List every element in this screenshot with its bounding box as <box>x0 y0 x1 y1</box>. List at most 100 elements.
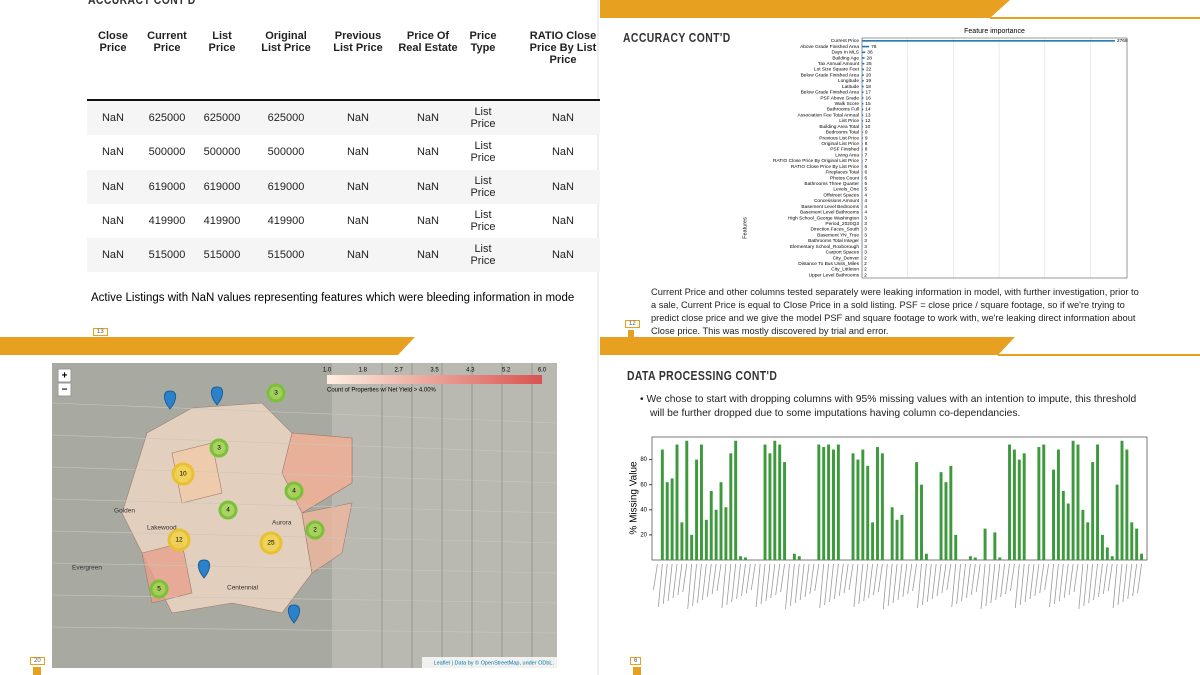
bar <box>1061 490 1065 560</box>
table-cell: NaN <box>416 146 439 159</box>
marker[interactable] <box>287 604 301 624</box>
cluster[interactable] <box>209 438 229 458</box>
cluster[interactable] <box>218 500 238 520</box>
x-tick-label-smudge <box>677 563 683 596</box>
table-row-bg <box>87 238 600 273</box>
x-tick-label-smudge <box>921 563 927 606</box>
cluster[interactable] <box>167 528 191 552</box>
marker[interactable] <box>197 559 211 579</box>
zoom-button[interactable] <box>57 382 72 397</box>
bar <box>768 453 772 560</box>
cluster[interactable] <box>266 383 286 403</box>
x-tick-label-smudge <box>824 563 829 606</box>
y-tick-label: 60 <box>640 482 647 488</box>
bar <box>709 490 713 560</box>
y-tick-label: Below Grade Finished Area <box>801 72 860 78</box>
x-tick-label-smudge <box>1078 563 1084 610</box>
y-tick-label: PSF Finished <box>830 147 859 153</box>
legend-tick: 2.7 <box>394 368 403 374</box>
data-label: 6 <box>865 175 868 181</box>
bar <box>880 453 884 560</box>
bar <box>743 557 747 560</box>
x-tick-label-smudge <box>657 563 663 608</box>
data-label: 78 <box>871 44 877 50</box>
table-cell: NaN <box>101 112 124 124</box>
x-tick-label-smudge <box>741 563 746 597</box>
y-tick-label: Living Area <box>835 152 859 158</box>
cluster[interactable] <box>305 520 325 540</box>
bar <box>862 62 865 65</box>
x-tick-label-smudge <box>1049 563 1054 608</box>
data-label: 9 <box>865 135 868 141</box>
table-cell: NaN <box>101 180 124 193</box>
bar <box>924 553 928 560</box>
data-label: 14 <box>865 107 871 113</box>
legend-tick: 6.0 <box>538 368 547 374</box>
bar <box>856 459 860 560</box>
data-label: 20 <box>866 72 872 78</box>
bar <box>719 482 723 560</box>
bar <box>836 444 840 560</box>
data-label: 4 <box>864 192 867 198</box>
table-cell: 500000 <box>267 146 305 159</box>
bar <box>871 522 875 560</box>
x-tick-label-smudge <box>912 563 918 592</box>
x-tick-label-smudge <box>1029 563 1035 600</box>
cluster-label: 4 <box>226 507 230 514</box>
attribution-bg <box>422 657 557 668</box>
cluster-label: 25 <box>267 540 275 547</box>
y-axis-label: % Missing Value <box>629 461 640 535</box>
x-tick-label-smudge <box>731 563 737 603</box>
data-label: 9 <box>865 130 868 136</box>
y-tick-label: Bathrooms Total Integer <box>808 238 859 244</box>
x-tick-label-smudge <box>1098 563 1103 598</box>
x-tick-label-smudge <box>1132 563 1138 597</box>
x-tick-label-smudge <box>887 563 893 607</box>
cluster[interactable] <box>284 481 304 501</box>
cluster-label: 3 <box>274 390 278 397</box>
y-tick-label: Period_2020Q3 <box>825 221 859 227</box>
x-tick-label-smudge <box>799 563 805 601</box>
x-tick-label-smudge <box>692 563 697 607</box>
x-tick-label-smudge <box>1063 563 1069 599</box>
cluster[interactable] <box>171 462 195 486</box>
y-tick-label: Previous List Price <box>819 135 859 141</box>
data-label: 2 <box>864 267 867 273</box>
data-label: 3 <box>864 227 867 233</box>
data-label: 4 <box>864 198 867 204</box>
y-tick-label: Levels_One <box>833 187 859 193</box>
table-header: Current Price <box>147 30 187 54</box>
bar <box>895 519 899 560</box>
cluster[interactable] <box>149 579 169 599</box>
x-tick-label-smudge <box>897 563 903 601</box>
legend-tick: 4.3 <box>466 368 475 374</box>
y-tick-label: Upper Level Bathrooms <box>809 272 860 278</box>
bar <box>862 85 864 88</box>
y-tick-label: Below Grade Finished Area <box>801 90 860 96</box>
legend-tick: 3.5 <box>430 368 439 374</box>
x-tick-label-smudge <box>780 563 785 593</box>
table-cell: 419900 <box>267 214 305 227</box>
page-number: 6 <box>630 657 642 665</box>
x-tick-label-smudge <box>1093 563 1098 601</box>
y-tick-label: PSF Above Grade <box>820 95 859 101</box>
table-header: Price Type <box>469 30 497 54</box>
page-number: 20 <box>30 657 45 665</box>
x-tick-label-smudge <box>902 563 908 598</box>
marker[interactable] <box>163 390 177 410</box>
bar <box>729 453 733 560</box>
marker[interactable] <box>210 386 224 406</box>
cluster[interactable] <box>259 531 283 555</box>
data-label: 7 <box>865 158 868 164</box>
x-tick-label-smudge <box>716 563 722 592</box>
x-tick-label-smudge <box>1073 563 1079 593</box>
zoom-button[interactable] <box>57 368 72 383</box>
table-cell: List Price <box>470 174 496 199</box>
x-tick-label-smudge <box>1112 563 1118 609</box>
table-cell: NaN <box>346 249 369 262</box>
x-tick-label-smudge <box>907 563 913 595</box>
table-cell: NaN <box>416 214 439 227</box>
map: 1.0 1.8 2.7 3.5 4.3 5.2 6.0 Count of Properties… <box>52 363 557 668</box>
y-tick-label: Basement Level Bathrooms <box>800 210 860 216</box>
x-tick-label-smudge <box>931 563 937 600</box>
